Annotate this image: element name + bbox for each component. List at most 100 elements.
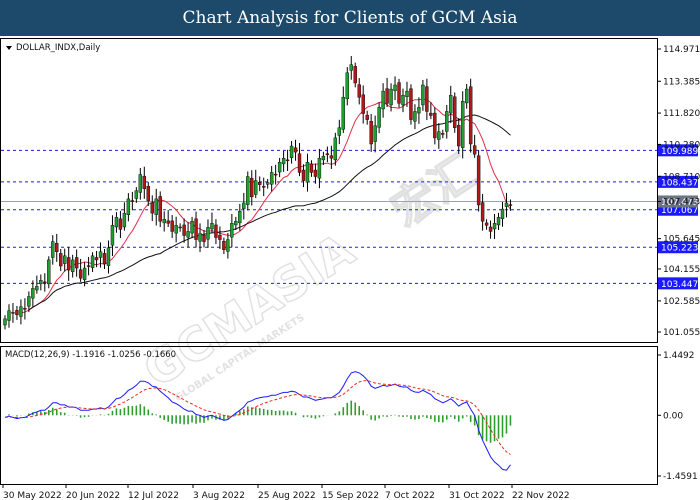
candle-body: [15, 310, 19, 316]
candle-body: [210, 223, 214, 230]
candle-body: [218, 234, 222, 240]
macd-label: MACD(12,26,9) -1.1916 -1.0256 -0.1660: [5, 350, 176, 360]
candle-body: [262, 186, 266, 188]
candle-body: [277, 162, 282, 173]
candle-body: [496, 217, 501, 226]
x-tick-label: 15 Sep 2022: [322, 491, 379, 500]
candle-body: [492, 223, 497, 230]
candle-body: [405, 90, 409, 98]
y-tick-label: 105.645: [663, 235, 700, 245]
candle-body: [468, 86, 473, 145]
macd-line: [4, 371, 511, 471]
candle-body: [178, 226, 182, 229]
candle-body: [273, 173, 278, 176]
candle-body: [441, 133, 445, 135]
x-tick-label: 12 Jul 2022: [128, 491, 179, 500]
y-tick-label: 107.473: [663, 197, 700, 207]
candle-body: [321, 155, 326, 161]
candle-body: [27, 296, 31, 307]
candle-body: [397, 82, 401, 104]
chart-title: Chart Analysis for Clients of GCM Asia: [0, 0, 700, 36]
candle-body: [453, 96, 457, 128]
level-price-label: 109.989: [661, 147, 698, 157]
candle-body: [226, 239, 230, 252]
candle-body: [11, 312, 15, 314]
candle-body: [94, 257, 99, 261]
candle-body: [349, 64, 353, 71]
candle-body: [389, 88, 393, 106]
candle-body: [3, 318, 7, 326]
candle-body: [35, 286, 39, 291]
candle-body: [238, 210, 242, 224]
candle-body: [230, 223, 234, 238]
candle-body: [393, 84, 397, 91]
candle-body: [150, 202, 154, 214]
candle-body: [63, 255, 67, 264]
level-price-label: 103.447: [661, 280, 698, 290]
candle-body: [74, 257, 79, 269]
candle-body: [158, 196, 162, 222]
candle-body: [484, 222, 489, 226]
ma-slow-line: [28, 114, 511, 311]
candle-body: [66, 257, 71, 271]
candle-body: [250, 177, 254, 198]
macd-signal-line: [4, 380, 511, 455]
x-tick-label: 25 Aug 2022: [258, 491, 316, 500]
candle-body: [114, 217, 119, 228]
candle-body: [130, 200, 135, 202]
candle-body: [293, 147, 298, 153]
y-tick-label: 110.280: [663, 140, 700, 150]
x-tick-label: 3 Aug 2022: [193, 491, 245, 500]
candle-body: [86, 265, 91, 267]
candle-body: [242, 202, 246, 209]
level-price-label: 105.223: [661, 244, 698, 254]
candle-body: [508, 204, 513, 206]
level-price-label: 107.067: [661, 206, 698, 216]
candle-body: [51, 241, 55, 258]
candle-body: [82, 267, 87, 281]
candle-body: [437, 131, 441, 140]
candle-body: [269, 172, 274, 185]
candle-body: [265, 182, 270, 185]
candle-body: [170, 220, 174, 232]
candle-body: [98, 251, 103, 258]
candle-body: [297, 153, 302, 173]
candle-body: [341, 97, 345, 130]
candle-body: [281, 158, 286, 165]
candle-body: [345, 72, 349, 100]
candle-body: [476, 155, 481, 206]
ma-fast-line: [20, 98, 511, 314]
candle-body: [122, 212, 127, 228]
x-tick-label: 20 Jun 2022: [66, 491, 120, 500]
candle-body: [413, 111, 417, 122]
candle-body: [480, 202, 485, 222]
candle-body: [134, 190, 139, 199]
candle-body: [126, 198, 131, 215]
candle-body: [421, 84, 425, 106]
candle-body: [47, 259, 51, 285]
macd-panel-frame: [0, 346, 658, 485]
candle-body: [381, 90, 385, 110]
candle-body: [369, 121, 373, 145]
candle-body: [106, 247, 111, 266]
candle-body: [433, 112, 437, 139]
y-tick-label: 114.971: [663, 45, 700, 55]
x-tick-label: 22 Nov 2022: [512, 491, 570, 500]
candle-body: [333, 137, 338, 161]
candle-body: [31, 288, 35, 299]
candle-body: [409, 88, 413, 120]
level-price-box: [658, 144, 698, 157]
y-tick-label: 102.585: [663, 297, 700, 307]
candle-body: [464, 88, 469, 104]
candle-body: [313, 169, 318, 177]
candle-body: [429, 112, 433, 116]
candle-body: [142, 175, 147, 189]
level-price-box: [658, 277, 698, 290]
current-price-label: 107.473: [661, 198, 698, 208]
candle-body: [417, 107, 421, 114]
candle-body: [154, 198, 158, 215]
symbol-header: DOLLAR_INDX,Daily: [6, 43, 100, 53]
candle-body: [214, 224, 218, 238]
candle-body: [194, 218, 198, 240]
x-tick-label: 31 Oct 2022: [449, 491, 505, 500]
